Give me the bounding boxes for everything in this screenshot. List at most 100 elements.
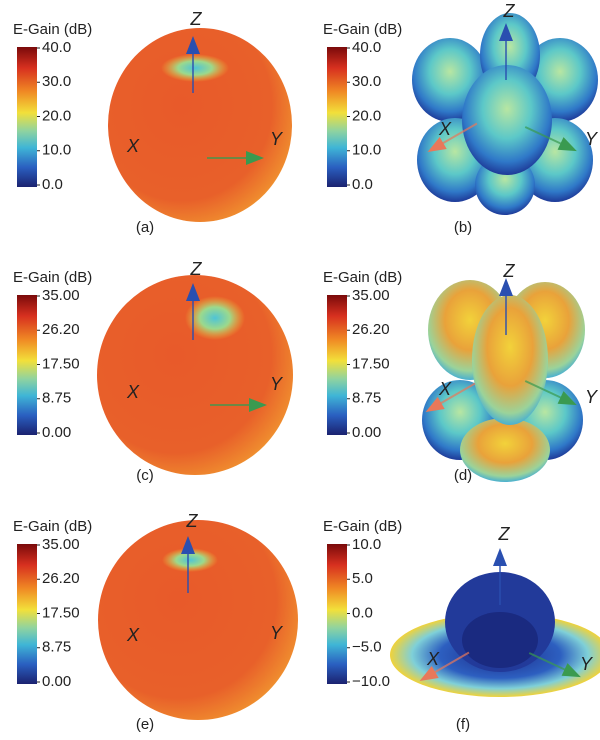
axis-label: Z [190,9,203,29]
colorbar-tick-label: 8.75 [42,390,71,407]
arrow-shaft [429,651,470,676]
panel: Z X Y E-Gain (dB)35.00 26.20 17.50 8.75 0.00 (c) [13,259,293,484]
colorbar-tick-label: 8.75 [352,390,381,407]
axis-label: X [426,649,440,669]
colorbar-tick-label: 17.50 [352,355,390,372]
axis-label: X [126,625,140,645]
arrow-head [493,548,507,566]
arrow-head [499,278,513,296]
axis-arrow [528,652,581,678]
colorbar-title: E-Gain (dB) [13,269,92,286]
colorbar-title: E-Gain (dB) [323,21,402,38]
pattern-lobe [462,65,552,175]
axis-label: X [126,136,140,156]
panel-caption: (e) [136,716,154,733]
colorbar-tick-label: 26.20 [352,321,390,338]
panel-caption: (c) [136,467,154,484]
colorbar [327,47,347,187]
axis-arrow [419,651,470,681]
colorbar-tick-label: 20.0 [42,107,71,124]
colorbar-title: E-Gain (dB) [13,21,92,38]
colorbar [327,295,347,435]
pattern-null [162,548,218,572]
axis-label: X [438,379,452,399]
axis-arrow [524,380,577,406]
arrow-shaft [524,380,567,401]
pattern-lobe [472,295,548,425]
colorbar-tick-label: 0.0 [352,176,373,193]
axis-label: Y [585,387,599,407]
axis-arrow [524,126,577,152]
colorbar-tick-label: 30.0 [352,73,381,90]
colorbar-tick-label: 17.50 [42,604,80,621]
arrow-head [557,137,577,152]
arrow-shaft [435,382,476,407]
panel: Z X Y E-Gain (dB)40.0 30.0 20.0 10.0 0.0 (a) [13,9,292,236]
colorbar-tick-label: 17.50 [42,355,80,372]
panel: Z X Y E-Gain (dB)35.00 26.20 17.50 8.75 0.00 (d) [323,261,599,484]
colorbar-tick-label: 10.0 [42,142,71,159]
axis-arrow [427,122,478,152]
panel-caption: (a) [136,219,154,236]
arrow-shaft [437,122,478,147]
arrow-head [186,36,200,54]
axis-arrow [499,278,513,335]
colorbar [17,544,37,684]
axis-arrow [186,36,200,93]
axis-label: Y [270,374,284,394]
colorbar [17,47,37,187]
pattern-null [161,54,229,82]
colorbar-tick-label: 35.00 [42,536,80,553]
panel-caption: (d) [454,467,472,484]
colorbar-tick-label: 35.00 [352,287,390,304]
colorbar-tick-label: 0.0 [352,604,373,621]
arrow-head [499,23,513,41]
arrow-head [427,136,447,152]
pattern-lobe [98,520,298,720]
panel: Z X Y E-Gain (dB)35.00 26.20 17.50 8.75 0.00 (e) [13,511,298,733]
pattern-lobe [108,28,292,222]
colorbar-tick-label: 0.00 [42,673,71,690]
axis-label: Z [190,259,203,279]
colorbar-tick-label: 0.00 [352,424,381,441]
axis-label: X [438,119,452,139]
colorbar-tick-label: −5.0 [352,639,382,656]
axis-label: Y [270,129,284,149]
colorbar [327,544,347,684]
panel: Z X Y E-Gain (dB)10.0 5.0 0.0 −5.0 −10.0 (f) [323,518,600,733]
axis-arrow [181,536,195,593]
arrow-head [249,398,267,412]
axis-arrow [425,382,476,412]
colorbar-tick-label: 8.75 [42,639,71,656]
arrow-head [419,665,439,681]
arrow-head [181,536,195,554]
colorbar-tick-label: 10.0 [352,536,381,553]
pattern-lobe [460,418,550,482]
pattern-lobe [97,275,293,475]
axis-label: X [126,382,140,402]
axis-label: Y [270,623,284,643]
colorbar-tick-label: 40.0 [352,39,381,56]
colorbar-tick-label: 0.00 [42,424,71,441]
arrow-head [246,151,264,165]
panel: Z X Y E-Gain (dB)40.0 30.0 20.0 10.0 0.0 (b) [323,1,599,236]
arrow-head [557,391,577,406]
arrow-head [561,663,581,678]
arrow-shaft [528,652,571,673]
axis-label: Z [503,261,516,281]
axis-label: Z [498,524,511,544]
colorbar [17,295,37,435]
colorbar-title: E-Gain (dB) [323,269,402,286]
panel-caption: (b) [454,219,472,236]
axis-arrow [493,548,507,605]
colorbar-tick-label: 35.00 [42,287,80,304]
axis-label: Z [503,1,516,21]
axis-label: Z [186,511,199,531]
colorbar-title: E-Gain (dB) [13,518,92,535]
arrow-head [425,396,445,412]
colorbar-tick-label: 10.0 [352,142,381,159]
colorbar-tick-label: 20.0 [352,107,381,124]
arrow-shaft [524,126,567,147]
axis-arrow [186,283,200,340]
axis-arrow [207,151,264,165]
